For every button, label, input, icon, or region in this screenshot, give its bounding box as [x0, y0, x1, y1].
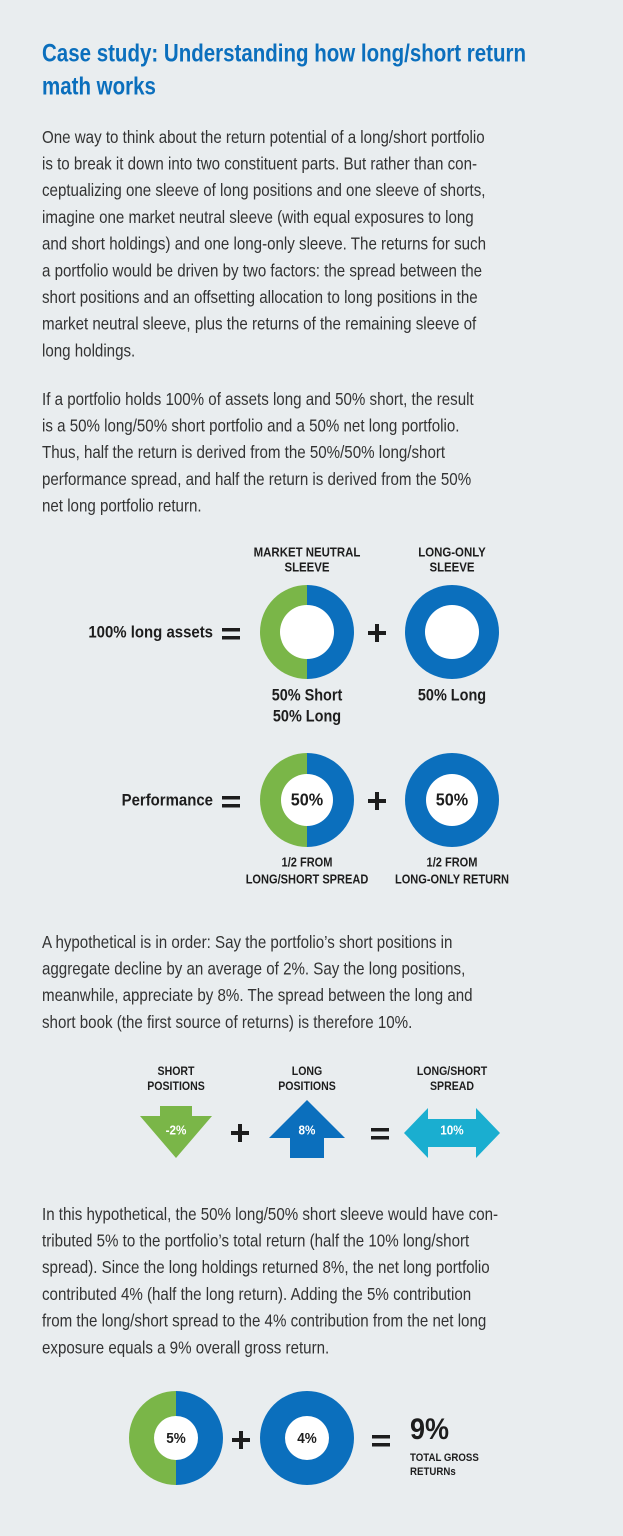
paragraph-line: from the long/short spread to the 4% con… [42, 1310, 486, 1331]
equals-sign [222, 796, 240, 800]
paragraph-line: short book (the first source of returns)… [42, 1012, 412, 1033]
donut-hole [285, 1416, 329, 1460]
column-header: LONG-ONLY [418, 545, 486, 560]
paragraph-line: ceptualizing one sleeve of long position… [42, 180, 485, 201]
total-value: 9% [410, 1413, 449, 1447]
donut-hole [426, 774, 478, 826]
equals-sign [371, 1128, 389, 1132]
equals-sign [371, 1136, 389, 1140]
paragraph-line: meanwhile, appreciate by 8%. The spread … [42, 985, 473, 1006]
column-header: SLEEVE [284, 560, 329, 575]
donut-label: 50% [436, 790, 468, 810]
item-caption: 1/2 FROM [427, 855, 478, 870]
paragraph-line: If a portfolio holds 100% of assets long… [42, 389, 474, 410]
paragraph-line: performance spread, and half the return … [42, 469, 471, 490]
arrow-header: POSITIONS [147, 1081, 205, 1094]
paragraph-line: is a 50% long/50% short portfolio and a … [42, 415, 459, 436]
donut-hole [280, 605, 334, 659]
paragraph-line: In this hypothetical, the 50% long/50% s… [42, 1204, 498, 1225]
item-caption: 1/2 FROM [282, 855, 333, 870]
column-caption: 50% Short [272, 686, 343, 704]
plus-sign [239, 1431, 243, 1449]
down-arrow [140, 1106, 212, 1158]
paragraph-line: market neutral sleeve, plus the returns … [42, 313, 477, 334]
paragraph-line: tributed 5% to the portfolio’s total ret… [42, 1230, 470, 1251]
equals-sign [222, 636, 240, 640]
plus-sign [375, 624, 379, 642]
paragraph-line: is to break it down into two constituent… [42, 153, 477, 174]
row-label: 100% long assets [88, 624, 213, 642]
donut-hole [154, 1416, 198, 1460]
paragraph-line: exposure equals a 9% overall gross retur… [42, 1337, 329, 1358]
column-caption: 50% Long [418, 686, 486, 704]
donut-half [176, 1391, 223, 1485]
equals-sign [222, 804, 240, 808]
double-arrow [404, 1108, 500, 1158]
donut-label: 50% [291, 790, 323, 810]
arrow-header: SHORT [158, 1066, 195, 1079]
item-caption: LONG/SHORT SPREAD [246, 872, 369, 887]
title-line: math works [42, 72, 156, 100]
column-header: MARKET NEUTRAL [254, 545, 361, 560]
donut-label: 4% [297, 1430, 317, 1447]
paragraph-line: and short holdings) and one long-only sl… [42, 233, 486, 254]
paragraph-line: short positions and an offsetting alloca… [42, 287, 478, 308]
donut-hole [281, 774, 333, 826]
total-caption: RETURNs [410, 1466, 456, 1478]
item-caption: LONG-ONLY RETURN [395, 872, 509, 887]
paragraph-line: a portfolio would be driven by two facto… [42, 260, 482, 281]
paragraph-line: Thus, half the return is derived from th… [42, 442, 445, 463]
paragraph-line: long holdings. [42, 340, 135, 361]
equals-sign [372, 1435, 390, 1439]
paragraph-line: net long portfolio return. [42, 495, 202, 516]
donut-hole [425, 605, 479, 659]
paragraph-line: spread). Since the long holdings returne… [42, 1257, 490, 1278]
paragraph-line: A hypothetical is in order: Say the port… [42, 932, 452, 953]
up-arrow [269, 1100, 345, 1158]
plus-sign [375, 792, 379, 810]
paragraph-line: contributed 4% (half the long return). A… [42, 1284, 471, 1305]
equals-sign [222, 628, 240, 632]
paragraph-line: aggregate decline by an average of 2%. S… [42, 958, 465, 979]
arrow-header: LONG/SHORT [417, 1066, 487, 1079]
title-line: Case study: Understanding how long/short… [42, 39, 526, 67]
donut-half [129, 1391, 176, 1485]
total-caption: TOTAL GROSS [410, 1452, 479, 1464]
column-caption: 50% Long [273, 707, 341, 725]
paragraph-line: imagine one market neutral sleeve (with … [42, 207, 474, 228]
plus-sign [238, 1124, 242, 1142]
donut-label: 5% [166, 1430, 186, 1447]
arrow-value: 8% [299, 1123, 316, 1138]
arrow-header: SPREAD [430, 1081, 474, 1094]
arrow-value: -2% [166, 1123, 187, 1138]
arrow-header: LONG [292, 1066, 323, 1079]
row-label: Performance [122, 792, 213, 810]
arrow-value: 10% [440, 1123, 463, 1138]
paragraph-line: One way to think about the return potent… [42, 127, 485, 148]
equals-sign [372, 1443, 390, 1447]
column-header: SLEEVE [429, 560, 474, 575]
arrow-header: POSITIONS [278, 1081, 336, 1094]
